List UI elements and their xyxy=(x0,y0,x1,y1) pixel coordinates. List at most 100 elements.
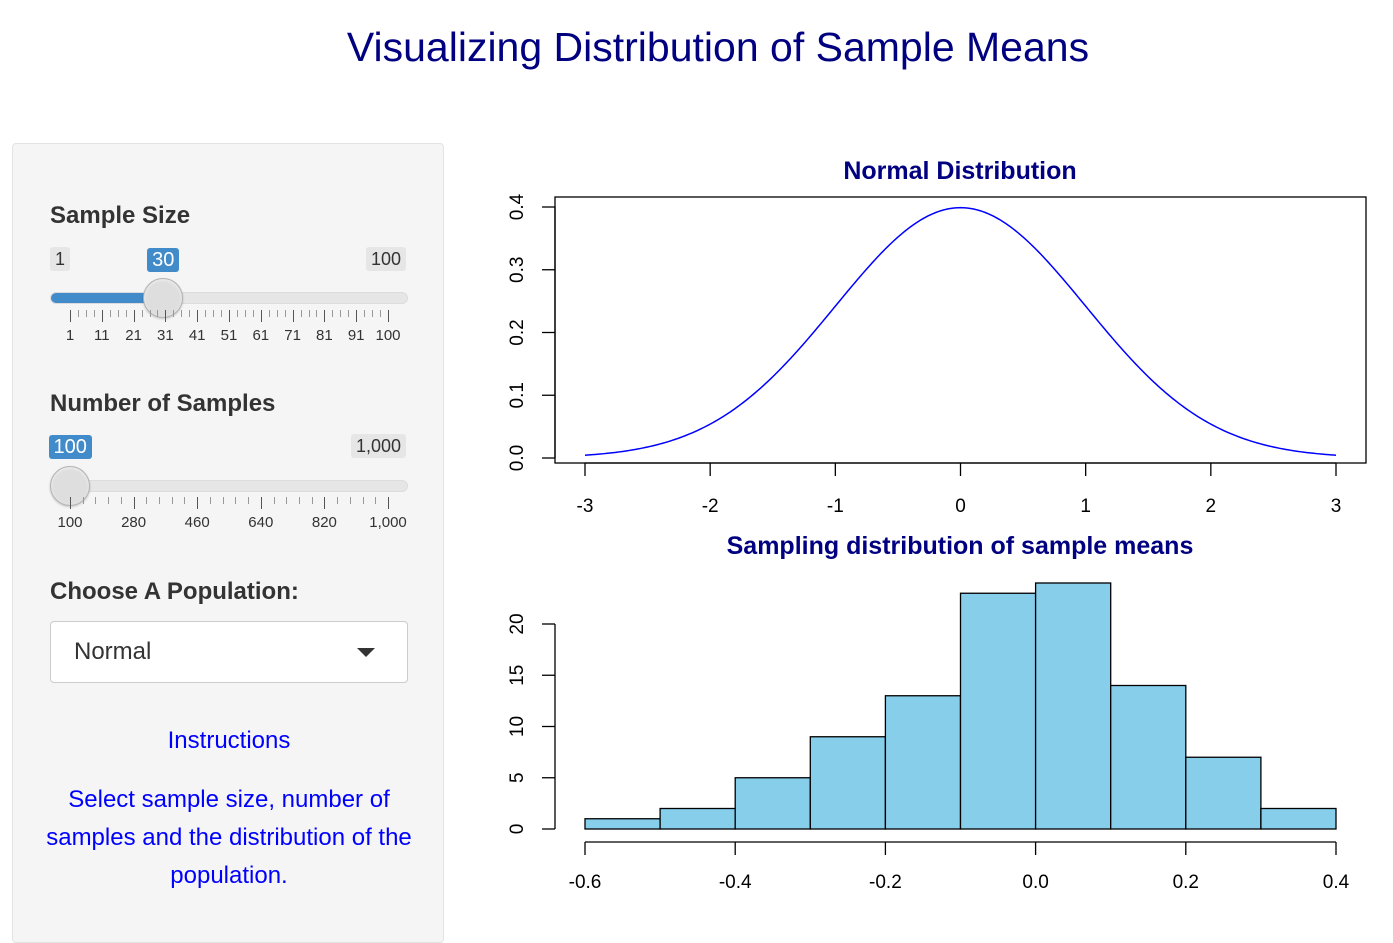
slider-minor-tick xyxy=(141,310,143,317)
slider-minor-tick xyxy=(120,497,122,504)
slider-grid-label: 51 xyxy=(220,327,238,344)
sample-size-label: Sample Size xyxy=(50,202,191,229)
slider-minor-tick xyxy=(252,310,254,317)
slider-minor-tick xyxy=(95,497,97,504)
slider-grid-label: 11 xyxy=(94,327,110,344)
slider-grid-label: 460 xyxy=(184,514,210,531)
sample-size-max-label: 100 xyxy=(365,247,406,271)
slider-minor-tick xyxy=(349,497,351,504)
slider-minor-tick xyxy=(108,497,110,504)
num-samples-slider-ticks: 100 280 460 640 820 1,000 xyxy=(50,497,408,531)
slider-minor-tick xyxy=(181,310,183,317)
normal-x-tick-label: 2 xyxy=(1206,496,1217,517)
instructions-title: Instructions xyxy=(167,727,291,754)
slider-minor-tick xyxy=(375,497,377,504)
sampling-x-tick-label: -0.4 xyxy=(719,872,752,893)
num-samples-slider-track[interactable] xyxy=(50,480,408,492)
slider-minor-tick xyxy=(93,310,95,317)
slider-grid-label: 21 xyxy=(125,327,142,344)
slider-minor-tick xyxy=(222,497,224,504)
population-label: Choose A Population: xyxy=(50,578,299,605)
num-samples-max-label: 1,000 xyxy=(350,434,406,458)
slider-grid-label: 71 xyxy=(284,327,301,344)
slider-major-tick xyxy=(133,310,135,322)
sample-size-slider-track[interactable] xyxy=(50,292,408,304)
sampling-y-tick-label: 0 xyxy=(507,824,528,835)
normal-x-tick-label: 3 xyxy=(1331,496,1342,517)
slider-major-tick xyxy=(101,310,103,322)
slider-major-tick xyxy=(388,310,389,322)
normal-chart-axes: -3 -2 -1 0 1 2 3 0.0 0.1 0.2 0.3 0.4 xyxy=(507,193,1341,517)
sampling-x-tick-label: -0.6 xyxy=(569,872,602,893)
slider-minor-tick xyxy=(149,310,151,317)
slider-minor-tick xyxy=(171,497,173,504)
slider-minor-tick xyxy=(244,310,246,317)
num-samples-value-label: 100 xyxy=(48,435,92,459)
sample-size-value-label: 30 xyxy=(147,248,180,272)
sampling-x-tick-label: 0.2 xyxy=(1173,872,1199,893)
slider-major-tick xyxy=(260,497,262,509)
slider-minor-tick xyxy=(205,310,207,317)
histogram-bar xyxy=(1260,807,1337,830)
slider-minor-tick xyxy=(364,310,366,317)
normal-x-tick-label: 0 xyxy=(955,496,966,517)
num-samples-label: Number of Samples xyxy=(50,390,276,417)
slider-major-tick xyxy=(197,310,199,322)
slider-minor-tick xyxy=(340,310,342,317)
normal-y-tick-label: 0.2 xyxy=(507,319,528,345)
slider-minor-tick xyxy=(209,497,211,504)
chevron-down-icon xyxy=(357,648,375,657)
histogram-bar xyxy=(659,807,736,830)
slider-grid-label: 41 xyxy=(188,327,206,344)
histogram-bar xyxy=(734,777,811,830)
slider-grid-label: 100 xyxy=(57,514,83,531)
slider-minor-tick xyxy=(311,497,313,504)
slider-grid-label: 61 xyxy=(252,327,270,344)
normal-density-curve xyxy=(584,206,1337,456)
slider-grid-label: 81 xyxy=(316,327,333,344)
slider-minor-tick xyxy=(82,497,84,504)
normal-chart-box xyxy=(554,196,1367,464)
slider-minor-tick xyxy=(276,310,278,317)
slider-minor-tick xyxy=(372,310,374,317)
slider-major-tick xyxy=(197,497,199,509)
histogram-bar xyxy=(884,695,962,830)
population-select[interactable]: Normal xyxy=(50,621,408,683)
sampling-chart-axes: -0.6 -0.4 -0.2 0.0 0.2 0.4 0 5 10 15 20 xyxy=(507,613,1350,893)
slider-minor-tick xyxy=(286,497,288,504)
histogram-bar xyxy=(809,736,887,830)
slider-minor-tick xyxy=(157,310,159,317)
slider-minor-tick xyxy=(268,310,270,317)
slider-major-tick xyxy=(260,310,262,322)
slider-minor-tick xyxy=(221,310,223,317)
slider-minor-tick xyxy=(380,310,382,317)
slider-minor-tick xyxy=(362,497,364,504)
sample-size-slider-ticks: 1 11 21 31 41 51 61 71 81 91 100 xyxy=(50,310,408,344)
page-title: Visualizing Distribution of Sample Means xyxy=(346,24,1090,70)
slider-minor-tick xyxy=(308,310,310,317)
slider-minor-tick xyxy=(159,497,161,504)
normal-x-tick-label: -2 xyxy=(702,496,719,517)
slider-grid-label: 1,000 xyxy=(369,514,407,531)
sampling-chart-title: Sampling distribution of sample means xyxy=(727,532,1194,560)
sampling-x-tick-label: 0.0 xyxy=(1022,872,1048,893)
instructions-text: Select sample size, number of samples an… xyxy=(46,786,412,889)
slider-grid-label: 640 xyxy=(248,514,274,531)
slider-major-tick xyxy=(292,310,294,322)
normal-x-tick-label: -1 xyxy=(827,496,844,517)
sample-size-slider-fill xyxy=(51,293,165,303)
slider-grid-label: 1 xyxy=(65,327,75,344)
slider-minor-tick xyxy=(189,310,191,317)
histogram-bar xyxy=(959,592,1037,830)
slider-minor-tick xyxy=(85,310,87,317)
normal-y-tick-label: 0.1 xyxy=(507,382,528,408)
slider-minor-tick xyxy=(146,497,148,504)
slider-minor-tick xyxy=(298,497,300,504)
sidebar-panel: Sample Size 1 100 30 1 11 21 31 41 51 61 71 81 91… xyxy=(12,143,444,943)
slider-minor-tick xyxy=(117,310,119,317)
histogram-bar xyxy=(1185,756,1262,830)
normal-y-tick-label: 0.0 xyxy=(507,445,528,471)
slider-major-tick xyxy=(165,310,167,322)
slider-grid-label: 91 xyxy=(347,327,365,344)
slider-minor-tick xyxy=(273,497,275,504)
